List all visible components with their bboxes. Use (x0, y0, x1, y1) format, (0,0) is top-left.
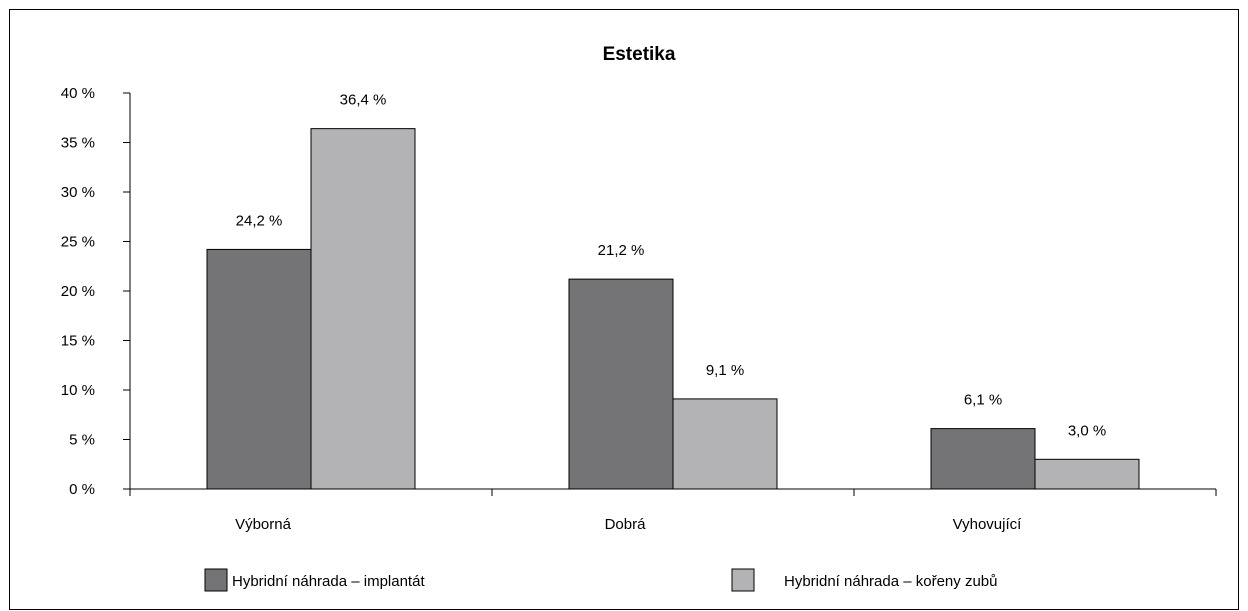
data-label: 6,1 % (964, 392, 1002, 409)
bar (1034, 458, 1140, 490)
bar (310, 128, 416, 490)
legend-label: Hybridní náhrada – implantát (232, 573, 425, 590)
legend-swatch (204, 568, 228, 592)
y-tick-label: 35 % (61, 135, 95, 152)
chart-title: Estetika (603, 44, 676, 65)
data-label: 21,2 % (598, 242, 645, 259)
y-tick-label: 10 % (61, 382, 95, 399)
data-label: 24,2 % (236, 212, 283, 229)
category-label: Vyhovující (953, 516, 1022, 533)
legend-label: Hybridní náhrada – kořeny zubů (784, 573, 997, 590)
plot-area: 0 % 5 % 10 % 15 % 20 % 25 % 30 % 35 % 40 % 24,2 %… (61, 85, 1217, 533)
bar (930, 428, 1036, 490)
bar (206, 248, 312, 490)
bar (568, 278, 674, 490)
y-tick-label: 40 % (61, 85, 95, 102)
y-tick-label: 30 % (61, 184, 95, 201)
y-tick-label: 20 % (61, 283, 95, 300)
y-tick-label: 5 % (69, 432, 95, 449)
data-label: 9,1 % (706, 362, 744, 379)
y-tick-label: 0 % (69, 481, 95, 498)
y-tick-label: 15 % (61, 333, 95, 350)
category-label: Výborná (235, 516, 292, 533)
category-label: Dobrá (605, 516, 647, 533)
legend-swatch (731, 568, 755, 592)
bar (672, 398, 778, 490)
legend: Hybridní náhrada – implantát Hybridní náh… (204, 568, 997, 592)
y-tick-label: 25 % (61, 234, 95, 251)
data-label: 3,0 % (1068, 422, 1106, 439)
data-label: 36,4 % (340, 92, 387, 109)
